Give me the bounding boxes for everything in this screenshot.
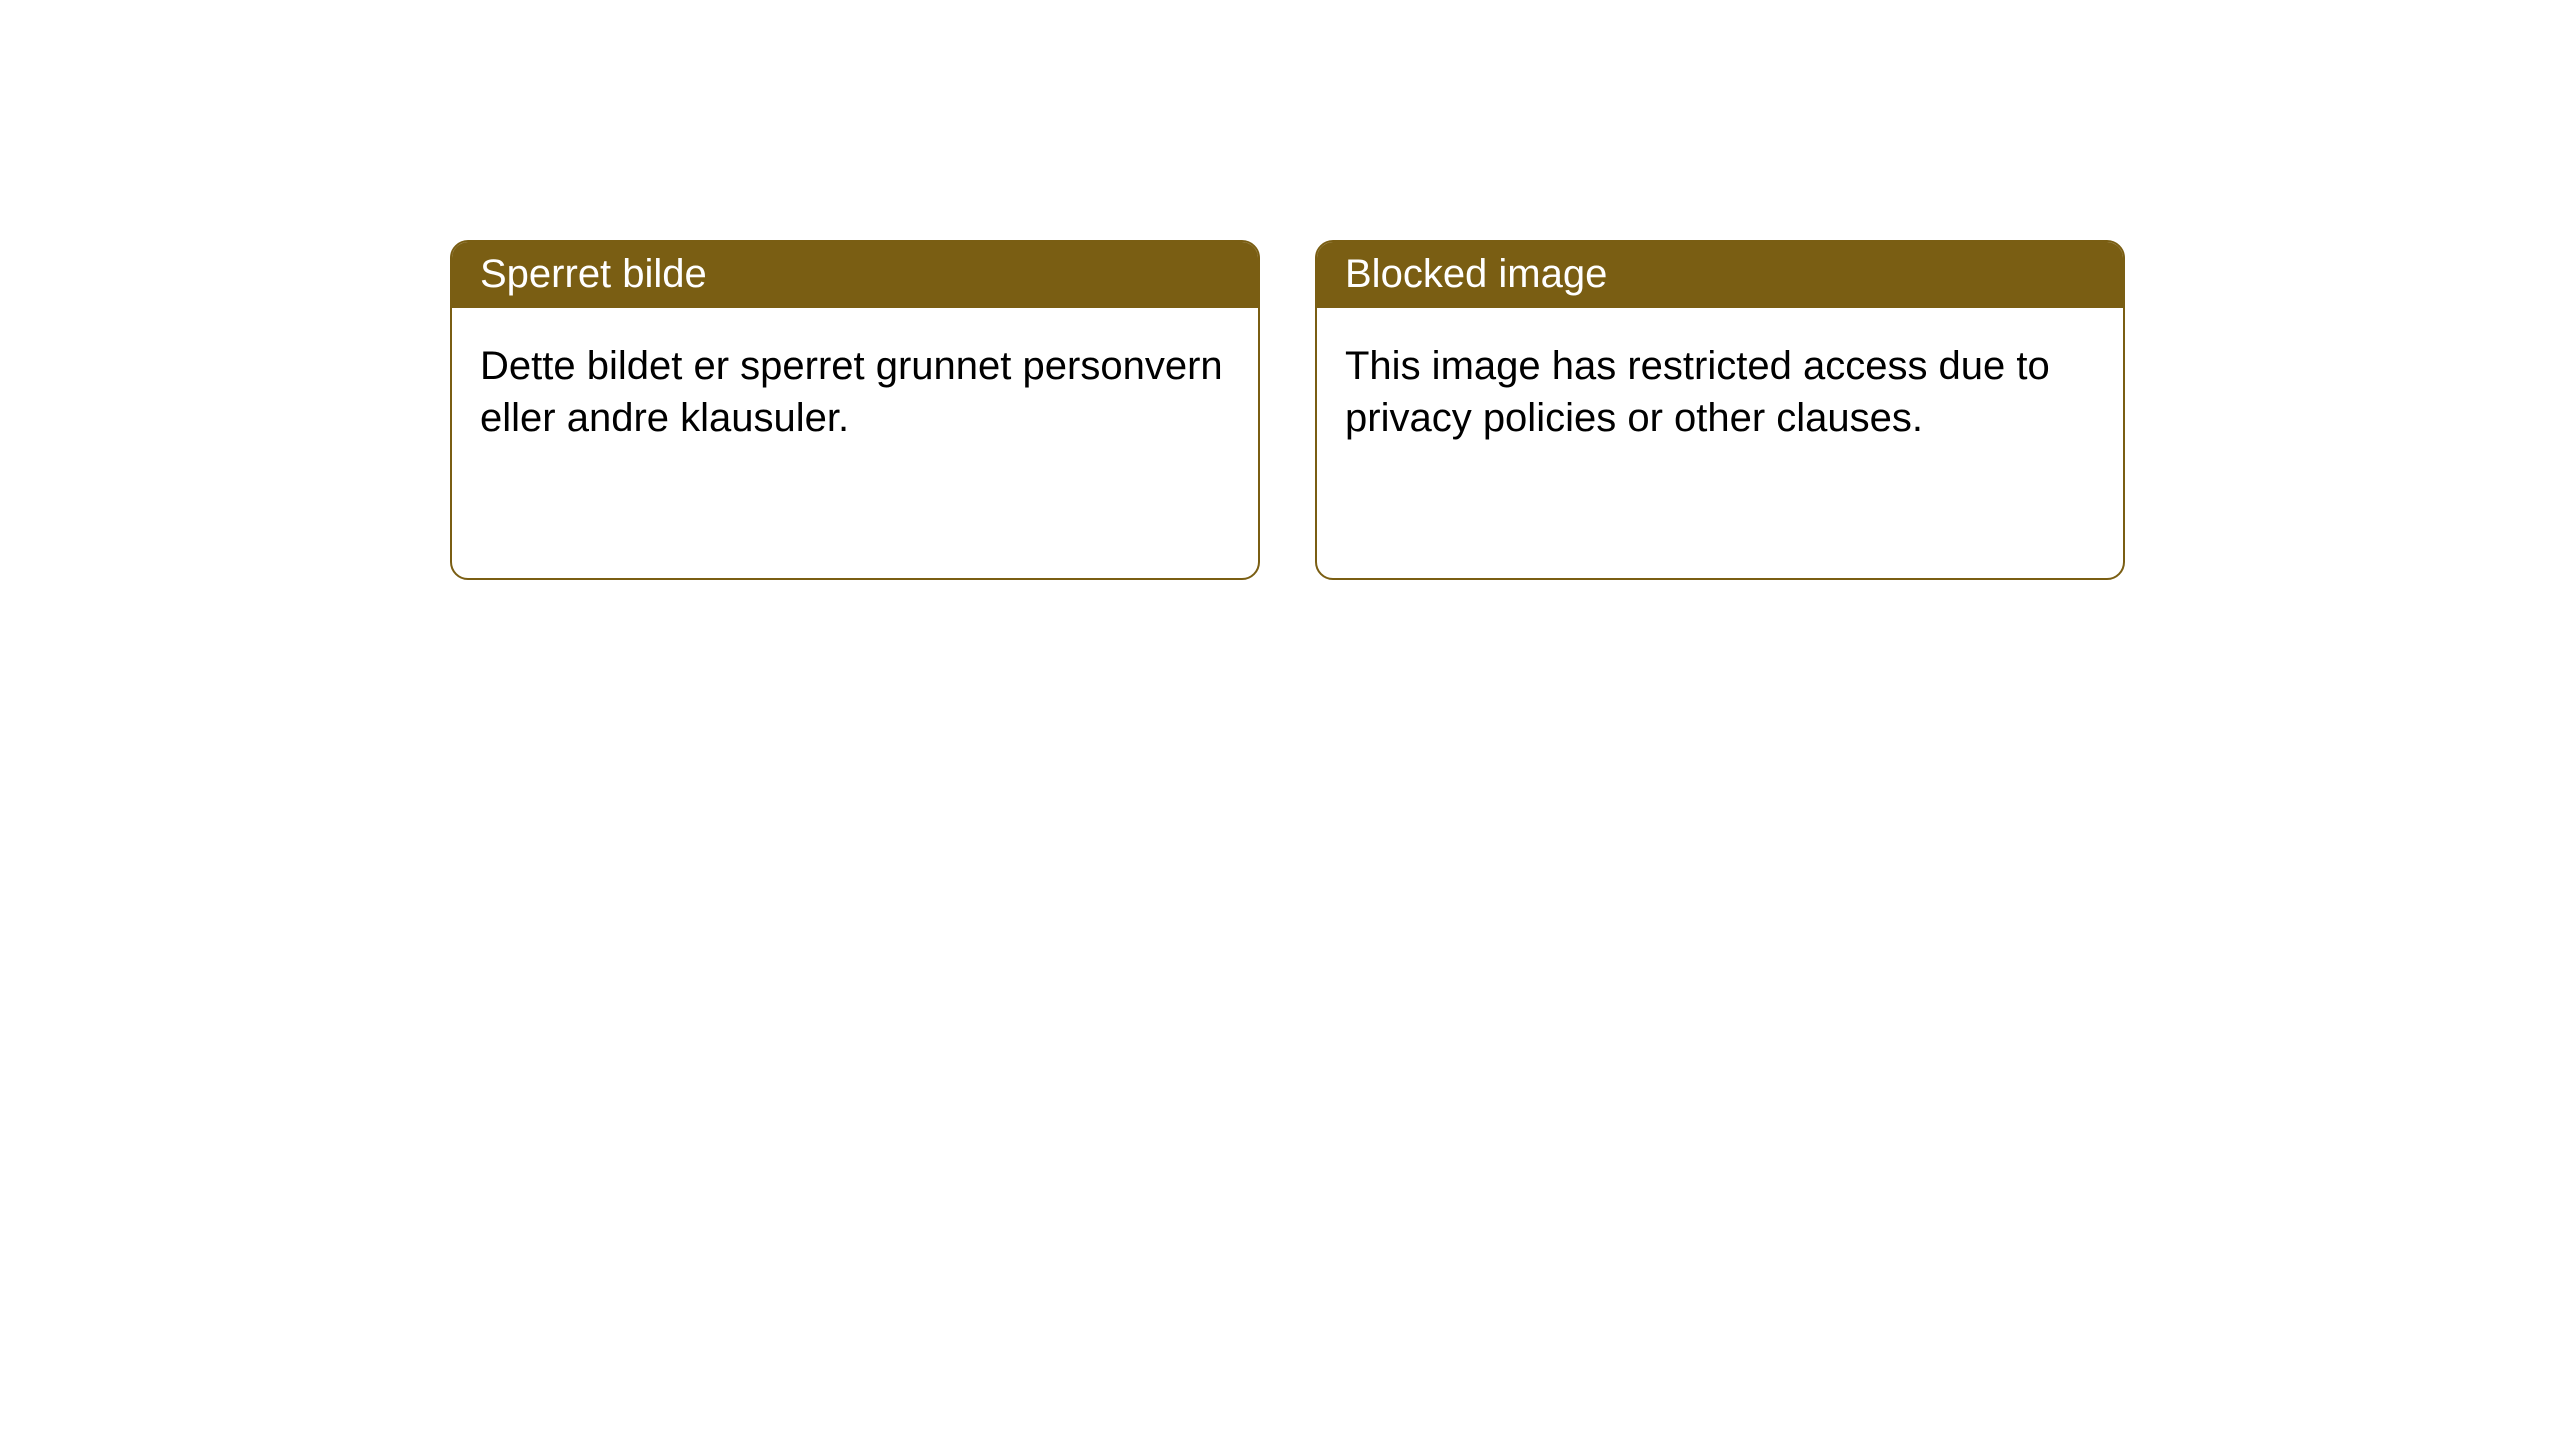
- notice-body: This image has restricted access due to …: [1317, 308, 2123, 476]
- notice-header: Blocked image: [1317, 242, 2123, 308]
- notice-card-norwegian: Sperret bilde Dette bildet er sperret gr…: [450, 240, 1260, 580]
- notice-card-english: Blocked image This image has restricted …: [1315, 240, 2125, 580]
- notice-body: Dette bildet er sperret grunnet personve…: [452, 308, 1258, 476]
- notice-header: Sperret bilde: [452, 242, 1258, 308]
- notice-container: Sperret bilde Dette bildet er sperret gr…: [0, 0, 2560, 580]
